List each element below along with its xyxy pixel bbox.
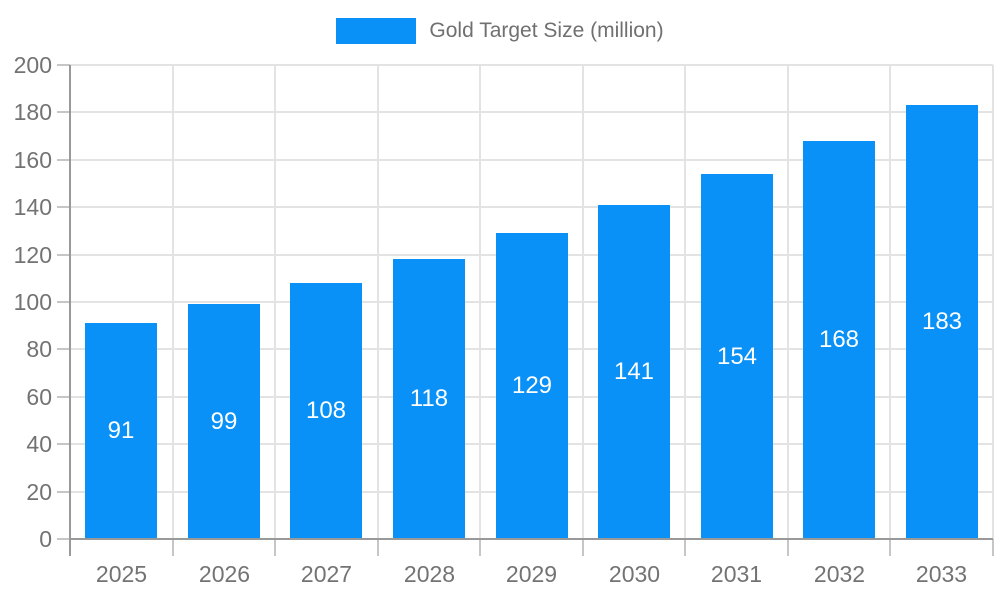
x-axis-line xyxy=(69,538,993,540)
y-axis-label: 20 xyxy=(26,479,52,505)
y-axis-label: 200 xyxy=(13,52,52,78)
y-axis-tick xyxy=(57,396,70,398)
legend-swatch xyxy=(336,18,417,44)
y-axis-tick xyxy=(57,159,70,161)
gridline-vertical xyxy=(172,65,174,539)
bar-2032[interactable] xyxy=(803,141,875,539)
bar-value-label: 118 xyxy=(409,385,449,412)
gridline-horizontal xyxy=(70,159,993,161)
bar-value-label: 154 xyxy=(716,343,758,370)
bar-value-label: 141 xyxy=(613,358,655,385)
x-axis-tick xyxy=(274,539,276,556)
bar-2027[interactable] xyxy=(290,283,362,539)
bar-value-label: 183 xyxy=(921,308,963,335)
bar-2026[interactable] xyxy=(188,304,260,539)
gridline-vertical xyxy=(684,65,686,539)
x-axis-label: 2029 xyxy=(505,561,558,587)
y-axis-line xyxy=(69,65,71,539)
gridline-horizontal xyxy=(70,111,993,113)
bar-value-label: 168 xyxy=(818,326,860,353)
x-axis-tick xyxy=(992,539,994,556)
x-axis-tick xyxy=(889,539,891,556)
bar-value-label: 91 xyxy=(107,417,135,444)
bar-2025[interactable] xyxy=(85,323,157,539)
gridline-vertical xyxy=(787,65,789,539)
x-axis-tick xyxy=(69,539,71,556)
x-axis-tick xyxy=(479,539,481,556)
bar-2033[interactable] xyxy=(906,105,978,539)
y-axis-tick xyxy=(57,111,70,113)
y-axis-tick xyxy=(57,491,70,493)
y-axis-label: 60 xyxy=(26,384,52,410)
x-axis-tick xyxy=(787,539,789,556)
x-axis-label: 2030 xyxy=(608,561,661,587)
bar-2028[interactable] xyxy=(393,259,465,539)
x-axis-label: 2033 xyxy=(915,561,968,587)
y-axis-label: 180 xyxy=(13,99,52,125)
legend[interactable]: Gold Target Size (million) xyxy=(0,18,1000,44)
x-axis-label: 2032 xyxy=(813,561,866,587)
x-axis-label: 2026 xyxy=(198,561,251,587)
legend-label: Gold Target Size (million) xyxy=(429,19,664,42)
x-axis-tick xyxy=(684,539,686,556)
bar-value-label: 108 xyxy=(305,397,347,424)
y-axis-label: 80 xyxy=(26,336,52,362)
gridline-vertical xyxy=(992,65,994,539)
y-axis-tick xyxy=(57,301,70,303)
y-axis-tick xyxy=(57,206,70,208)
y-axis-label: 40 xyxy=(26,431,52,457)
y-axis-label: 100 xyxy=(13,289,52,315)
y-axis-label: 160 xyxy=(13,147,52,173)
y-axis-label: 0 xyxy=(39,526,52,552)
gridline-horizontal xyxy=(70,206,993,208)
x-axis-tick xyxy=(377,539,379,556)
y-axis-tick xyxy=(57,443,70,445)
gridline-vertical xyxy=(889,65,891,539)
bar-2031[interactable] xyxy=(701,174,773,539)
x-axis-tick xyxy=(172,539,174,556)
y-axis-tick xyxy=(57,348,70,350)
gridline-vertical xyxy=(479,65,481,539)
x-axis-label: 2027 xyxy=(300,561,353,587)
x-axis-label: 2025 xyxy=(95,561,148,587)
y-axis-tick xyxy=(57,538,70,540)
x-axis-label: 2028 xyxy=(403,561,456,587)
gridline-vertical xyxy=(274,65,276,539)
gridline-vertical xyxy=(377,65,379,539)
y-axis-tick xyxy=(57,254,70,256)
y-axis-label: 140 xyxy=(13,194,52,220)
gridline-vertical xyxy=(582,65,584,539)
y-axis-label: 120 xyxy=(13,242,52,268)
bar-2030[interactable] xyxy=(598,205,670,539)
x-axis-tick xyxy=(582,539,584,556)
bar-value-label: 99 xyxy=(210,408,238,435)
bar-2029[interactable] xyxy=(496,233,568,539)
y-axis-tick xyxy=(57,64,70,66)
x-axis-label: 2031 xyxy=(710,561,763,587)
gridline-horizontal xyxy=(70,64,993,66)
bar-value-label: 129 xyxy=(511,372,553,399)
